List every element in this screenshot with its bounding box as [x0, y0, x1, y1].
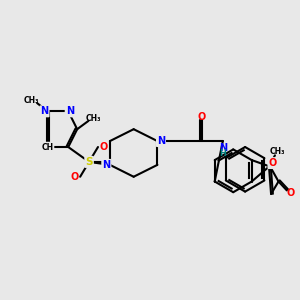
Text: N: N	[102, 160, 110, 170]
Text: CH₃: CH₃	[86, 114, 102, 123]
Text: O: O	[71, 172, 79, 182]
Text: N: N	[157, 136, 165, 146]
Text: S: S	[85, 157, 93, 167]
Text: O: O	[286, 188, 295, 198]
Text: CH₃: CH₃	[24, 96, 40, 105]
Text: O: O	[268, 158, 277, 168]
Text: O: O	[198, 112, 206, 122]
Text: O: O	[99, 142, 107, 152]
Text: H: H	[219, 149, 226, 158]
Text: N: N	[40, 106, 49, 116]
Text: CH: CH	[41, 142, 53, 152]
Text: N: N	[219, 142, 227, 153]
Text: N: N	[66, 106, 74, 116]
Text: CH₃: CH₃	[270, 147, 285, 156]
